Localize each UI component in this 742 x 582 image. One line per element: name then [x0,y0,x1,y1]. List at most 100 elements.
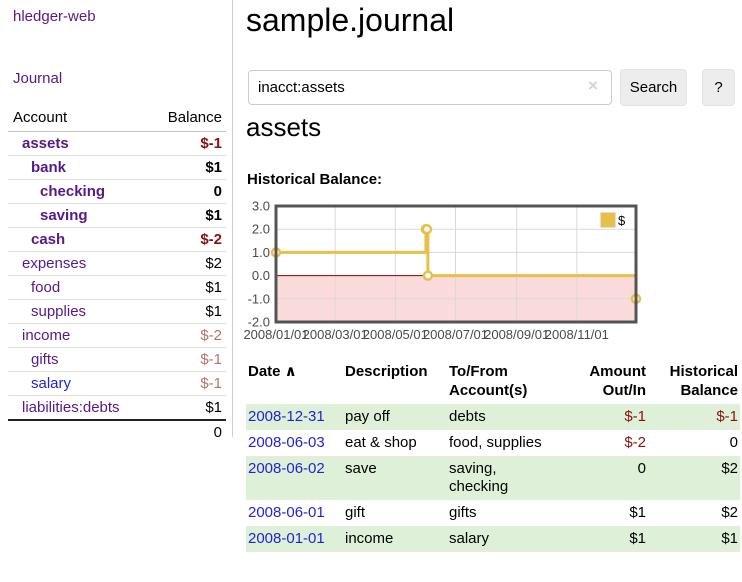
search-button[interactable]: Search [620,69,687,106]
register-header-amount[interactable]: Amount Out/In [589,363,646,399]
accounts-total-value: 0 [147,419,226,444]
transaction-date-link[interactable]: 2008-06-01 [248,504,325,521]
accounts-table: Account Balance assets $-1 bank $1 checking 0… [8,106,226,444]
accounts-table-body: assets $-1 bank $1 checking 0 saving $1 cash $-2 e… [8,132,226,444]
account-link[interactable]: cash [31,231,66,248]
historical-balance-chart: $3.0 2.0 1.0 0.0 -1.0 -2.02008/01/012008/03/0… [243,199,642,342]
transaction-accounts: salary [447,526,559,552]
transaction-accounts: gifts [449,504,477,521]
sidebar-item-journal[interactable]: Journal [13,70,63,87]
account-link[interactable]: expenses [22,255,87,272]
account-balance: $1 [147,155,226,180]
x-axis-tick-label: 2008/09/01 [484,327,549,342]
account-link[interactable]: liabilities:debts [22,399,120,416]
accounts-header-account: Account [8,106,148,132]
register-table-body: 2008-12-31 pay off debts $-1 $-1 2008-06-03 ea… [246,404,740,552]
account-row: cash $-2 [8,227,226,252]
transaction-row: 2008-06-03 eat & shop food, supplies $-2 0 [246,430,740,456]
account-link[interactable]: bank [31,159,67,176]
transaction-accounts: saving, checking [447,456,559,500]
y-axis-tick-label: 3.0 [252,199,270,214]
transaction-amount: $1 [629,504,646,521]
account-row: income $-2 [8,323,226,348]
account-link[interactable]: income [22,327,71,344]
account-link[interactable]: saving [40,207,88,224]
register-header-date[interactable]: Date ∧ [248,363,297,380]
search-input[interactable] [248,70,612,105]
transaction-description: save [343,456,447,500]
transaction-description: gift [345,504,366,521]
y-axis-tick-label: 0.0 [252,268,270,283]
transaction-description: pay off [343,404,447,430]
account-row: food $1 [8,275,226,300]
transaction-accounts: food, supplies [449,434,542,451]
account-heading: assets [246,112,322,142]
account-balance: $2 [147,251,226,276]
transaction-row: 2008-01-01 income salary $1 $1 [246,526,740,552]
account-link[interactable]: food [31,279,61,296]
transaction-amount: $-1 [559,404,648,430]
data-point-marker [421,223,433,235]
transaction-description: income [343,526,447,552]
account-balance: $1 [147,275,226,300]
x-axis-tick-label: 2008/07/01 [423,327,488,342]
transaction-date-link[interactable]: 2008-01-01 [248,530,325,547]
sort-ascending-icon[interactable]: ∧ [280,363,297,380]
page-title: sample.journal [246,2,455,38]
account-row: assets $-1 [8,132,226,156]
accounts-total-row: 0 [8,419,226,444]
account-link[interactable]: assets [22,135,69,152]
x-axis-tick-label: 2008/01/01 [243,327,308,342]
account-balance: $1 [147,299,226,324]
account-balance: $1 [147,203,226,228]
account-row: supplies $1 [8,299,226,324]
x-axis-tick-label: 2008/03/01 [303,327,368,342]
transaction-date-link[interactable]: 2008-06-02 [248,460,325,477]
account-row: gifts $-1 [8,347,226,372]
account-row: saving $1 [8,203,226,228]
transaction-description: eat & shop [345,434,417,451]
register-header-row: Date ∧ Description To/From Account(s) Amount… [246,360,740,404]
legend-label: $ [618,213,626,228]
account-row: bank $1 [8,155,226,180]
account-link[interactable]: checking [40,183,106,200]
chart-heading: Historical Balance: [247,171,383,188]
account-row: expenses $2 [8,251,226,276]
transaction-balance: $2 [648,456,740,500]
transaction-balance: $2 [721,504,738,521]
account-balance: 0 [147,179,226,204]
y-axis-tick-label: -2.0 [248,315,270,330]
transaction-date-link[interactable]: 2008-12-31 [248,408,325,425]
account-row: checking 0 [8,179,226,204]
register-header-description[interactable]: Description [345,363,428,380]
y-axis-tick-label: 1.0 [252,245,270,260]
transaction-balance: 0 [729,434,738,451]
y-axis-tick-label: -1.0 [248,291,270,306]
x-axis-tick-label: 2008/05/01 [363,327,428,342]
transaction-row: 2008-06-01 gift gifts $1 $2 [246,500,740,526]
brand-link[interactable]: hledger-web [13,8,96,25]
clear-search-icon[interactable]: × [588,76,598,95]
transaction-row: 2008-12-31 pay off debts $-1 $-1 [246,404,740,430]
x-axis-tick-label: 2008/11/01 [545,327,609,342]
account-link[interactable]: salary [31,375,72,392]
transaction-date-link[interactable]: 2008-06-03 [248,434,325,451]
transaction-amount: $-2 [624,434,646,451]
account-link[interactable]: supplies [31,303,87,320]
register-header-tofrom[interactable]: To/From Account(s) [449,363,528,399]
account-balance: $-1 [200,135,222,152]
register-table: Date ∧ Description To/From Account(s) Amount… [246,360,740,552]
account-row: salary $-1 [8,371,226,396]
account-link[interactable]: gifts [31,351,59,368]
account-balance: $-1 [147,347,226,372]
sidebar-divider [232,0,233,437]
account-balance: $-1 [147,371,226,396]
transaction-balance: $1 [648,526,740,552]
accounts-header-balance: Balance [147,106,226,132]
account-balance: $1 [147,395,226,420]
transaction-balance: $-1 [648,404,740,430]
help-button[interactable]: ? [702,69,735,106]
transaction-row: 2008-06-02 save saving, checking 0 $2 [246,456,740,500]
register-header-historical[interactable]: Historical Balance [669,363,738,399]
